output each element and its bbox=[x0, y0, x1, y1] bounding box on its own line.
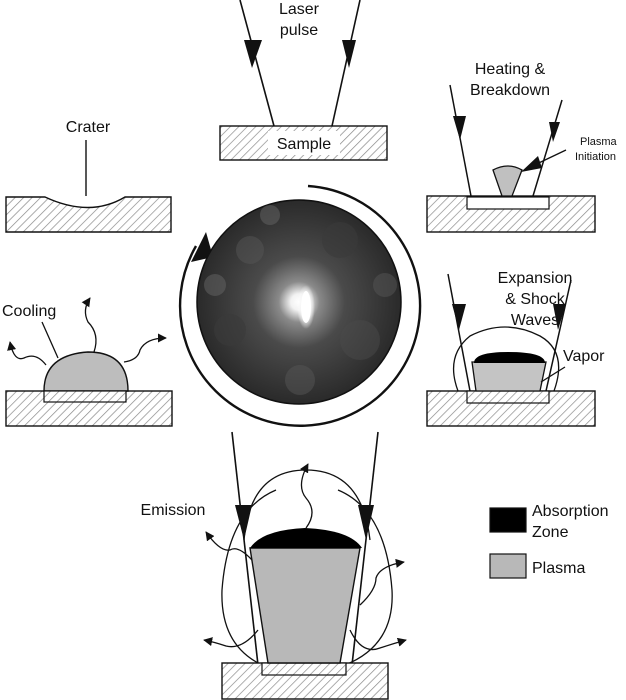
emission-arrow-right bbox=[358, 505, 374, 540]
vapor-label: Vapor bbox=[563, 348, 605, 365]
plasma-initiation-label-line1: Plasma bbox=[580, 136, 618, 148]
emission-stage: Emission bbox=[141, 431, 407, 700]
laser-beam-right bbox=[331, 0, 361, 127]
emission-arrow-left bbox=[235, 505, 252, 540]
plasma-initiation-arrowhead bbox=[521, 156, 542, 172]
emission-beam-left bbox=[231, 431, 259, 666]
emission-shock-outer-left bbox=[221, 489, 277, 666]
heating-arrow-left bbox=[453, 116, 466, 140]
shock-wave-front bbox=[452, 326, 560, 392]
emission-ray-lower-right bbox=[349, 629, 407, 651]
vapor-region bbox=[471, 361, 547, 392]
heating-label-line2: Breakdown bbox=[470, 82, 550, 99]
legend-label-absorption-line2: Zone bbox=[532, 524, 569, 541]
emission-ray-lower-left bbox=[203, 629, 259, 648]
cooling-hot-zone bbox=[43, 390, 127, 403]
emission-ray-upper-left bbox=[205, 531, 253, 561]
emission-hot-zone bbox=[261, 662, 347, 676]
emission-ray-top bbox=[300, 463, 313, 529]
expansion-label-line1: Expansion bbox=[498, 270, 573, 287]
plasma-initiation-shape bbox=[492, 165, 523, 197]
photo-texture bbox=[204, 205, 397, 395]
heating-label-line1: Heating & bbox=[475, 61, 546, 78]
center-photo-group bbox=[178, 184, 422, 427]
expansion-stage: Expansion & Shock Waves Vapor bbox=[426, 270, 605, 427]
emission-beam-right bbox=[351, 431, 379, 666]
expansion-label-line3: Waves bbox=[511, 312, 559, 329]
cooling-label: Cooling bbox=[2, 303, 56, 320]
cooling-pointer bbox=[41, 321, 59, 359]
plasma-initiation-label-line2: Initiation bbox=[575, 151, 616, 163]
cooling-emission-right bbox=[123, 333, 167, 363]
crater-stage: Crater bbox=[5, 119, 172, 233]
legend-label-absorption-line1: Absorption bbox=[532, 503, 609, 520]
expansion-hot-zone bbox=[466, 390, 550, 404]
cycle-arrowhead bbox=[191, 232, 213, 262]
legend-label-plasma: Plasma bbox=[532, 560, 585, 577]
crater-label: Crater bbox=[66, 119, 111, 136]
emission-ray-right bbox=[359, 558, 405, 606]
legend-swatch-absorption bbox=[489, 507, 527, 533]
expansion-label-line2: & Shock bbox=[505, 291, 566, 308]
laser-beam-left bbox=[239, 0, 275, 127]
laser-pulse-stage: Laser pulse Sample bbox=[219, 0, 388, 161]
cooling-plasma-dome bbox=[43, 351, 129, 392]
sample-label: Sample bbox=[277, 136, 331, 153]
expansion-arrow-left bbox=[452, 304, 466, 330]
plasma-plume-core bbox=[301, 291, 311, 323]
vapor-pointer bbox=[540, 366, 566, 383]
heating-arrow-right bbox=[549, 122, 560, 142]
expansion-absorption-zone bbox=[474, 352, 545, 363]
heating-beam-right bbox=[532, 99, 563, 197]
heating-breakdown-stage: Heating & Breakdown Plasma Initiation bbox=[426, 61, 618, 233]
legend: Absorption Zone Plasma bbox=[489, 503, 609, 579]
emission-absorption-zone bbox=[250, 528, 362, 548]
laser-pulse-label-line1: Laser bbox=[279, 1, 320, 18]
expansion-beam-right bbox=[545, 279, 572, 392]
emission-label: Emission bbox=[141, 502, 206, 519]
emission-plasma-column bbox=[249, 547, 361, 664]
cooling-emission-top bbox=[81, 297, 97, 353]
legend-swatch-plasma bbox=[489, 553, 527, 579]
cycle-arrow-arc bbox=[178, 184, 422, 427]
laser-arrow-left bbox=[244, 40, 262, 68]
sample-label-bg bbox=[268, 131, 340, 155]
heating-beam-left bbox=[449, 84, 472, 197]
expansion-arrow-right bbox=[553, 304, 566, 330]
cooling-stage: Cooling bbox=[2, 297, 173, 427]
crater-sample-block bbox=[5, 196, 172, 233]
cooling-emission-left bbox=[7, 341, 47, 366]
laser-pulse-label-line2: pulse bbox=[280, 22, 318, 39]
heating-hot-zone bbox=[466, 196, 550, 210]
laser-arrow-right bbox=[342, 40, 356, 68]
expansion-beam-left bbox=[447, 273, 471, 392]
